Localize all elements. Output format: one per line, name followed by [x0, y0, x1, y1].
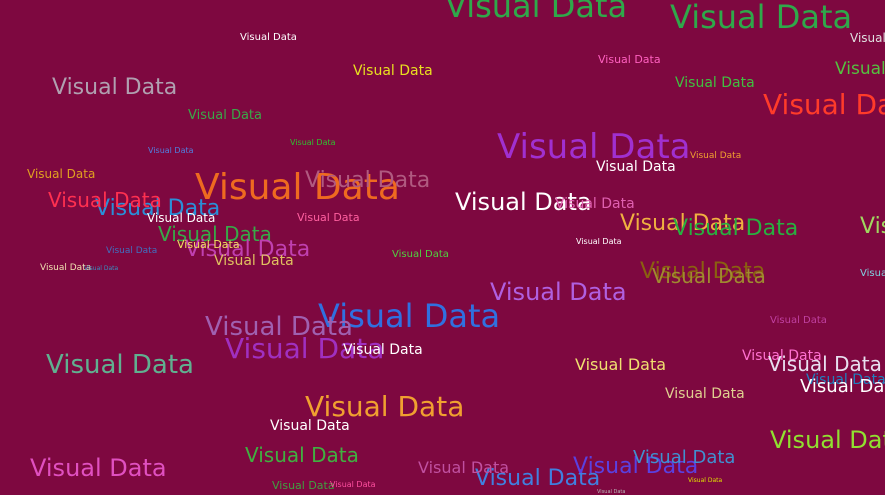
word-cloud-word: Visual Data: [185, 237, 311, 262]
word-cloud-word: Visual Data: [330, 480, 376, 489]
word-cloud-word: Visual Data: [670, 0, 853, 36]
word-cloud-word: Visual Data: [343, 342, 423, 358]
word-cloud-word: Visual Data: [245, 443, 359, 467]
word-cloud-word: Visual Data: [445, 0, 628, 25]
word-cloud-word: Visual Data: [318, 297, 501, 335]
word-cloud-word: Visual Data: [768, 352, 882, 376]
word-cloud-word: Visual Data: [188, 108, 262, 123]
word-cloud-word: Visual Data: [597, 489, 626, 495]
word-cloud-word: Visual Data: [850, 31, 885, 45]
word-cloud-word: Visual Data: [272, 479, 335, 492]
word-cloud-word: Visual Data: [688, 477, 723, 484]
word-cloud-word: Visual Data: [52, 75, 178, 100]
word-cloud-word: Visual Data: [147, 211, 216, 225]
word-cloud-word: Visual Data: [455, 188, 592, 216]
word-cloud-word: Visual Data: [418, 458, 510, 477]
word-cloud-word: Visual Data: [148, 146, 194, 155]
word-cloud-word: Visual Data: [95, 196, 221, 221]
word-cloud-word: Visual Data: [30, 454, 167, 482]
word-cloud-word: Visual Data: [195, 167, 400, 208]
word-cloud-word: Visual Data: [800, 376, 885, 397]
word-cloud-word: Visual Data: [353, 63, 433, 79]
word-cloud-word: Visual Data: [305, 390, 465, 423]
word-cloud-word: Visual Data: [690, 151, 742, 161]
word-cloud-word: Visual Data: [297, 211, 360, 224]
word-cloud-word: Visual Data: [575, 355, 667, 374]
word-cloud-word: Visual Data: [48, 188, 162, 212]
word-cloud-word: Visual Data: [270, 418, 350, 434]
word-cloud-word: Visual Data: [770, 315, 827, 326]
word-cloud-word: Visual Data: [860, 268, 885, 279]
word-cloud-word: Visual Data: [84, 265, 119, 272]
word-cloud-word: Visual Data: [46, 350, 194, 380]
word-cloud-word: Visual Data: [665, 386, 745, 402]
word-cloud-word: Visual Data: [177, 238, 240, 251]
word-cloud-word: Visual Data: [205, 312, 353, 342]
word-cloud-word: Visual Data: [240, 32, 297, 43]
word-cloud-word: Visual Data: [106, 246, 158, 256]
word-cloud-word: Visual Data: [27, 167, 96, 181]
word-cloud-word: Visual Data: [652, 264, 766, 288]
word-cloud-word: Visual Data: [40, 263, 92, 273]
word-cloud-word: Visual Data: [673, 216, 799, 241]
word-cloud-word: Visual Data: [806, 372, 885, 388]
word-cloud-word: Visual Data: [860, 214, 885, 239]
word-cloud-word: Visual Data: [225, 332, 385, 365]
word-cloud-word: Visual Data: [742, 348, 822, 364]
word-cloud-word: Visual Data: [555, 196, 635, 212]
word-cloud-word: Visual Data: [214, 253, 294, 269]
word-cloud-word: Visual Data: [475, 466, 601, 491]
word-cloud-word: Visual Data: [598, 53, 661, 66]
word-cloud-word: Visual Data: [576, 237, 622, 246]
word-cloud-word: Visual Data: [497, 127, 691, 167]
word-cloud-word: Visual Data: [596, 159, 676, 175]
word-cloud-word: Visual Data: [620, 211, 746, 236]
word-cloud-word: Visual Data: [158, 222, 272, 246]
word-cloud-word: Visual Data: [305, 168, 431, 193]
word-cloud-word: Visual Data: [392, 249, 449, 260]
word-cloud-word: Visual Data: [763, 88, 885, 121]
word-cloud-word: Visual Data: [490, 278, 627, 306]
word-cloud-word: Visual Data: [675, 75, 755, 91]
word-cloud-word: Visual Data: [640, 259, 766, 284]
word-cloud-word: Visual Data: [573, 454, 699, 479]
word-cloud-word: Visual Data: [290, 138, 336, 147]
word-cloud-word: Visual Data: [770, 426, 885, 454]
word-cloud-word: Visual Data: [633, 447, 736, 468]
word-cloud-word: Visual Data: [835, 59, 885, 79]
